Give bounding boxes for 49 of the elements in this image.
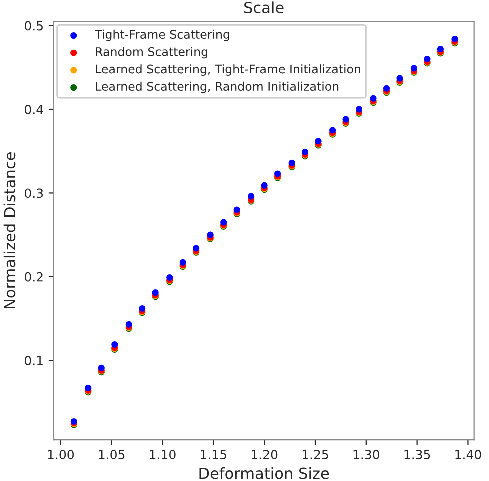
x-axis-title: Deformation Size bbox=[200, 467, 330, 480]
point bbox=[330, 127, 336, 134]
x-tick-label: 1.30 bbox=[354, 450, 380, 460]
point bbox=[248, 193, 255, 200]
point bbox=[396, 75, 404, 82]
y-tick-label: 0.3 bbox=[25, 188, 44, 198]
x-tick-label: 1.40 bbox=[456, 450, 482, 460]
point bbox=[220, 219, 228, 226]
y-tick-label: 0.2 bbox=[25, 272, 43, 282]
x-tick-label: 1.20 bbox=[252, 450, 278, 460]
x-tick-label: 1.10 bbox=[150, 450, 176, 460]
point bbox=[166, 274, 174, 282]
point bbox=[85, 384, 92, 392]
point bbox=[384, 85, 390, 92]
point bbox=[139, 305, 146, 312]
y-tick-label: 0.4 bbox=[25, 104, 44, 114]
y-tick-label: 0.1 bbox=[25, 356, 43, 366]
x-tick-label: 1.35 bbox=[404, 450, 430, 460]
point bbox=[207, 232, 214, 238]
point bbox=[302, 148, 309, 156]
chart-title: Scale bbox=[244, 2, 284, 14]
point bbox=[410, 65, 418, 72]
x-tick-label: 1.05 bbox=[99, 450, 125, 460]
point bbox=[180, 259, 186, 266]
legend-label: Tight-Frame Scattering bbox=[95, 30, 230, 42]
y-axis-title: Normalized Distance bbox=[4, 152, 16, 309]
y-tick-label: 0.5 bbox=[25, 21, 43, 31]
point bbox=[288, 160, 296, 166]
point bbox=[126, 321, 132, 328]
point bbox=[234, 206, 240, 214]
legend-label: Learned Scattering, Tight-Frame Initialization bbox=[96, 64, 360, 76]
point bbox=[152, 290, 159, 296]
point bbox=[356, 106, 363, 113]
point bbox=[437, 46, 444, 53]
point bbox=[274, 170, 282, 178]
point bbox=[315, 138, 322, 145]
x-tick-label: 1.00 bbox=[48, 450, 74, 460]
point bbox=[342, 116, 350, 123]
point bbox=[112, 341, 118, 348]
point bbox=[261, 182, 268, 189]
point bbox=[193, 245, 200, 252]
legend-label: Random Scattering bbox=[96, 47, 208, 59]
x-tick-label: 1.15 bbox=[201, 450, 226, 460]
point bbox=[452, 36, 458, 42]
point bbox=[370, 95, 377, 102]
point bbox=[98, 364, 105, 372]
legend-label: Learned Scattering, Random Initialization bbox=[96, 82, 339, 94]
x-tick-label: 1.25 bbox=[302, 450, 328, 460]
point bbox=[424, 56, 431, 63]
